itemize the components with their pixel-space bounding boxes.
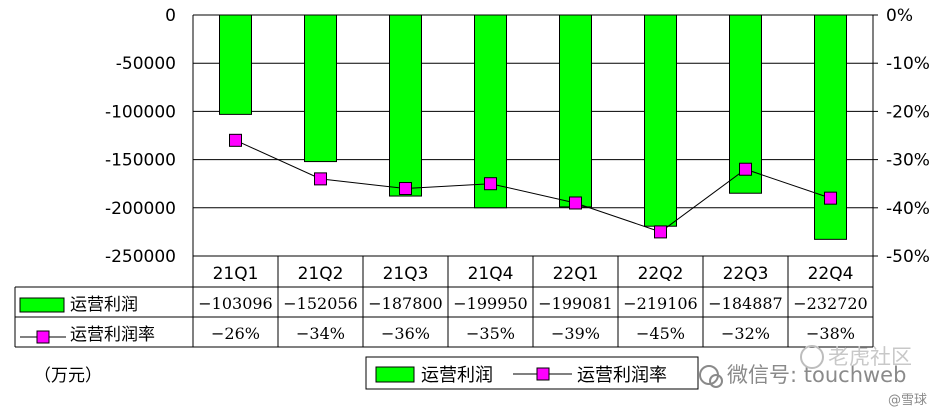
bar-value-label: −103096 xyxy=(198,294,272,313)
category-label: 22Q1 xyxy=(553,264,599,284)
bar-value-label: −187800 xyxy=(368,294,442,313)
watermark-brand: 老虎社区 xyxy=(828,345,912,369)
gridlines xyxy=(193,14,873,257)
y-right-tick-label: -40% xyxy=(886,199,930,219)
line-series xyxy=(229,133,837,239)
category-label: 21Q1 xyxy=(213,264,259,284)
bar-value-label: −219106 xyxy=(623,294,697,313)
category-label: 21Q2 xyxy=(298,264,344,284)
legend-box xyxy=(365,356,699,390)
bar-value-label: −199950 xyxy=(453,294,527,313)
line-point xyxy=(399,182,412,196)
category-label: 21Q3 xyxy=(383,264,429,284)
legend-bar-swatch xyxy=(375,366,415,383)
bar xyxy=(474,14,507,209)
bar-value-label: −184887 xyxy=(708,294,782,313)
y-left-tick-label: -250000 xyxy=(105,247,176,267)
legend-bar-label: 运营利润 xyxy=(421,365,493,386)
tiger-logo-icon xyxy=(800,345,824,369)
table-bar-key xyxy=(19,297,65,313)
table-line-key-marker xyxy=(36,330,50,344)
table-bar-row-label: 运营利润 xyxy=(70,295,138,315)
y-left-tick-label: -100000 xyxy=(105,102,176,122)
y-right-tick-label: -50% xyxy=(886,247,930,267)
table-rate-row-label: 运营利润率 xyxy=(70,325,155,345)
axes: 0 -50000 -100000 -150000 -200000 -250000 0% -10… xyxy=(105,6,930,267)
watermark-source: @雪球 xyxy=(888,393,927,408)
wechat-icon-inner xyxy=(709,374,723,388)
rate-value-label: −39% xyxy=(551,324,600,343)
y-right-tick-label: -20% xyxy=(886,102,930,122)
rate-value-label: −32% xyxy=(721,324,770,343)
rate-value-label: −38% xyxy=(806,324,855,343)
bar xyxy=(814,14,847,240)
bar-value-label: −232720 xyxy=(793,294,867,313)
category-label: 22Q3 xyxy=(723,264,769,284)
rate-value-label: −36% xyxy=(381,324,430,343)
data-table: 21Q1 −103096 −26% 21Q2 −152056 −34% 21Q3 −18780… xyxy=(14,255,874,348)
bar-value-label: −199081 xyxy=(538,294,612,313)
watermark: 微信号: touchweb 老虎社区 @雪球 xyxy=(699,345,927,408)
bar-value-label: −152056 xyxy=(283,294,357,313)
line-point xyxy=(569,196,582,210)
line-point xyxy=(824,191,837,205)
line-point xyxy=(314,172,327,186)
unit-label: （万元） xyxy=(34,366,102,386)
y-right-tick-label: 0% xyxy=(886,6,913,26)
y-right-tick-label: -10% xyxy=(886,54,930,74)
bar xyxy=(644,14,677,227)
rate-value-label: −45% xyxy=(636,324,685,343)
rate-value-label: −35% xyxy=(466,324,515,343)
category-label: 22Q2 xyxy=(638,264,684,284)
rate-value-label: −26% xyxy=(211,324,260,343)
line-point xyxy=(229,133,242,147)
line-point xyxy=(484,177,497,191)
line-point xyxy=(654,225,667,239)
rate-value-label: −34% xyxy=(296,324,345,343)
line-point xyxy=(739,162,752,176)
y-left-tick-label: 0 xyxy=(165,6,176,26)
y-left-tick-label: -50000 xyxy=(116,54,176,74)
category-label: 22Q4 xyxy=(808,264,854,284)
y-left-tick-label: -150000 xyxy=(105,151,176,171)
y-right-tick-label: -30% xyxy=(886,151,930,171)
bar-series xyxy=(219,14,847,240)
series-line xyxy=(235,139,831,233)
legend-line-marker xyxy=(536,367,550,381)
category-label: 21Q4 xyxy=(468,264,514,284)
legend: 运营利润 运营利润率 xyxy=(365,356,699,390)
bar xyxy=(304,14,337,163)
y-left-tick-label: -200000 xyxy=(105,199,176,219)
bar xyxy=(559,14,592,208)
legend-line-label: 运营利润率 xyxy=(577,365,667,386)
bar xyxy=(389,14,422,197)
bar xyxy=(219,14,252,115)
